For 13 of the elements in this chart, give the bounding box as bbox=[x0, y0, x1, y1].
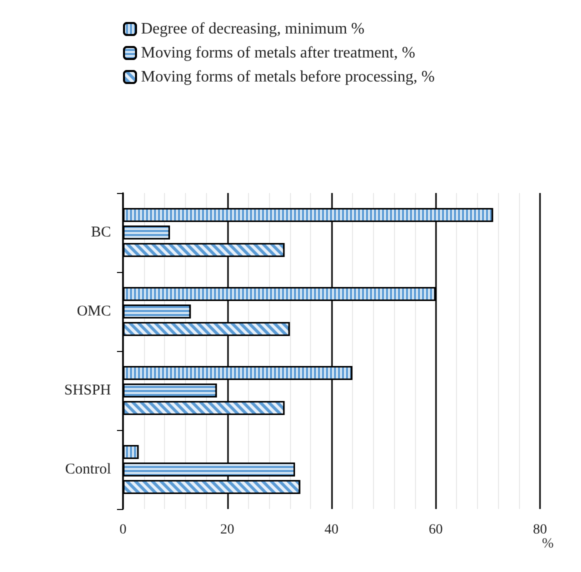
x-tick-label: 0 bbox=[120, 522, 126, 538]
legend-label: Degree of decreasing, minimum % bbox=[141, 20, 364, 38]
x-axis-title: % bbox=[542, 536, 554, 552]
x-tick-label: 20 bbox=[220, 522, 234, 538]
y-tick-label: SHSPH bbox=[64, 382, 112, 398]
y-tick-label: BC bbox=[90, 224, 111, 240]
x-tick-label: 80 bbox=[533, 522, 547, 538]
legend-label: Moving forms of metals before processing, % bbox=[141, 68, 435, 86]
legend-label: Moving forms of metals after treatment, % bbox=[141, 44, 416, 62]
y-tick-label: OMC bbox=[76, 304, 111, 320]
x-tick-label: 60 bbox=[428, 522, 443, 538]
x-tick-label: 40 bbox=[324, 522, 338, 538]
y-tick-label: Control bbox=[65, 462, 111, 478]
